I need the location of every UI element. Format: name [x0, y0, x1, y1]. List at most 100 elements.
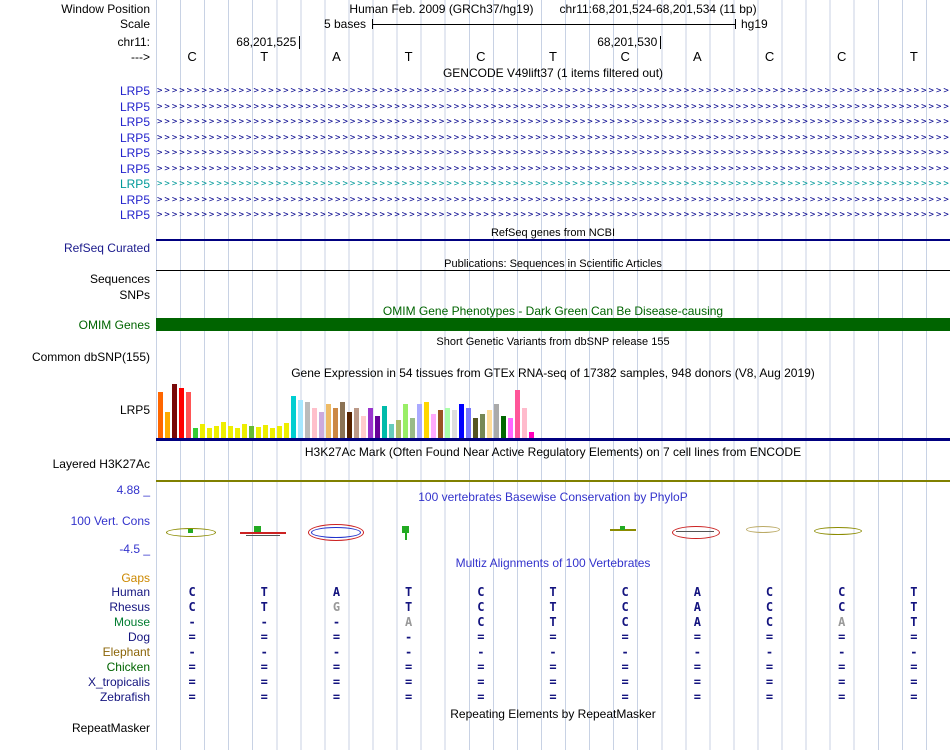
gtex-bar[interactable]	[445, 408, 450, 438]
gtex-bar[interactable]	[172, 384, 177, 438]
gencode-track-label[interactable]: LRP5	[119, 177, 150, 191]
gencode-track-label[interactable]: LRP5	[119, 161, 150, 176]
ruler-tick	[299, 36, 301, 49]
gtex-bar[interactable]	[270, 428, 275, 438]
gtex-bar[interactable]	[193, 428, 198, 438]
gtex-bar[interactable]	[431, 414, 436, 438]
refseq-curated-label[interactable]: RefSeq Curated	[63, 241, 150, 255]
gtex-bar[interactable]	[235, 428, 240, 438]
multiz-base: C	[477, 615, 485, 629]
gtex-bar[interactable]	[508, 418, 513, 438]
gene-item[interactable]: >>>>>>>>>>>>>>>>>>>>>>>>>>>>>>>>>>>>>>>>…	[157, 163, 949, 174]
multiz-species-label[interactable]: Chicken	[106, 660, 150, 674]
gtex-bar[interactable]	[277, 426, 282, 438]
multiz-species-label[interactable]: Dog	[127, 630, 150, 644]
gtex-bar[interactable]	[298, 400, 303, 438]
snps-track-label[interactable]: SNPs	[119, 288, 150, 302]
multiz-species-label[interactable]: Elephant	[102, 645, 150, 659]
gtex-bar[interactable]	[214, 426, 219, 438]
gtex-bar[interactable]	[347, 412, 352, 438]
gtex-bar[interactable]	[473, 418, 478, 438]
common-dbsnp-track-label[interactable]: Common dbSNP(155)	[31, 350, 150, 364]
gene-item[interactable]: >>>>>>>>>>>>>>>>>>>>>>>>>>>>>>>>>>>>>>>>…	[157, 194, 949, 205]
gtex-bar[interactable]	[382, 406, 387, 438]
gencode-track-label[interactable]: LRP5	[119, 99, 150, 114]
gtex-bar[interactable]	[179, 388, 184, 438]
gtex-bar[interactable]	[494, 404, 499, 438]
multiz-base: =	[549, 660, 557, 674]
gene-item[interactable]: >>>>>>>>>>>>>>>>>>>>>>>>>>>>>>>>>>>>>>>>…	[157, 148, 949, 158]
gene-item[interactable]: >>>>>>>>>>>>>>>>>>>>>>>>>>>>>>>>>>>>>>>>…	[157, 132, 949, 143]
gtex-bar[interactable]	[361, 416, 366, 438]
gtex-bar[interactable]	[284, 423, 289, 438]
gtex-bar[interactable]	[340, 402, 345, 438]
gaps-track-label[interactable]: Gaps	[121, 571, 150, 585]
gtex-bar[interactable]	[459, 404, 464, 438]
gene-item[interactable]: >>>>>>>>>>>>>>>>>>>>>>>>>>>>>>>>>>>>>>>>…	[157, 210, 949, 220]
multiz-base: =	[332, 675, 341, 689]
gtex-bar[interactable]	[256, 427, 261, 438]
gtex-bar[interactable]	[424, 402, 429, 438]
gtex-bar[interactable]	[200, 424, 205, 438]
repeatmasker-track-label[interactable]: RepeatMasker	[71, 721, 150, 735]
gtex-bar[interactable]	[438, 410, 443, 438]
gtex-bar[interactable]	[305, 402, 310, 438]
gtex-bar[interactable]	[522, 408, 527, 438]
gtex-bar[interactable]	[158, 392, 163, 438]
gtex-bar[interactable]	[165, 412, 170, 438]
gtex-bar[interactable]	[207, 428, 212, 438]
gtex-bar[interactable]	[375, 416, 380, 438]
h3k27ac-track-label[interactable]: Layered H3K27Ac	[52, 457, 150, 471]
gtex-bar[interactable]	[333, 408, 338, 438]
gene-item[interactable]: >>>>>>>>>>>>>>>>>>>>>>>>>>>>>>>>>>>>>>>>…	[157, 179, 949, 189]
base-position-gridlines	[156, 0, 950, 750]
sequences-track-label[interactable]: Sequences	[89, 272, 150, 286]
gtex-bar[interactable]	[312, 408, 317, 438]
gencode-track-label[interactable]: LRP5	[119, 192, 150, 207]
gtex-bar[interactable]	[242, 424, 247, 438]
multiz-species-label[interactable]: Human	[111, 585, 150, 599]
gtex-bar[interactable]	[529, 432, 534, 438]
gencode-track-label[interactable]: LRP5	[119, 84, 150, 98]
gtex-bar[interactable]	[228, 426, 233, 438]
omim-genes-track-label[interactable]: OMIM Genes	[78, 318, 150, 332]
gtex-bar[interactable]	[480, 414, 485, 438]
gtex-bar[interactable]	[396, 420, 401, 438]
refseq-curated-item[interactable]	[156, 239, 950, 241]
gtex-bar[interactable]	[501, 416, 506, 438]
gtex-gene-label[interactable]: LRP5	[119, 403, 150, 417]
gtex-bar[interactable]	[403, 404, 408, 438]
gencode-track-label[interactable]: LRP5	[119, 115, 150, 129]
multiz-species-label[interactable]: Mouse	[113, 615, 150, 629]
gtex-bar[interactable]	[487, 410, 492, 438]
multiz-species-label[interactable]: Zebrafish	[99, 690, 150, 704]
gene-item[interactable]: >>>>>>>>>>>>>>>>>>>>>>>>>>>>>>>>>>>>>>>>…	[157, 86, 949, 96]
gtex-bar[interactable]	[221, 422, 226, 438]
gtex-bar[interactable]	[326, 404, 331, 438]
multiz-base: -	[693, 645, 701, 659]
gene-item[interactable]: >>>>>>>>>>>>>>>>>>>>>>>>>>>>>>>>>>>>>>>>…	[157, 101, 949, 112]
multiz-base: =	[910, 690, 918, 704]
gtex-bar[interactable]	[249, 426, 254, 438]
gtex-bar[interactable]	[354, 408, 359, 438]
gene-item[interactable]: >>>>>>>>>>>>>>>>>>>>>>>>>>>>>>>>>>>>>>>>…	[157, 117, 949, 127]
omim-gene-bar[interactable]	[156, 318, 950, 331]
gtex-bar[interactable]	[410, 418, 415, 438]
gtex-bar[interactable]	[291, 396, 296, 438]
gencode-track-label[interactable]: LRP5	[119, 130, 150, 145]
multiz-species-label[interactable]: Rhesus	[109, 600, 150, 614]
gencode-track-label[interactable]: LRP5	[119, 146, 150, 160]
gtex-bar[interactable]	[186, 392, 191, 438]
gtex-bar[interactable]	[417, 404, 422, 438]
gtex-bar[interactable]	[263, 425, 268, 438]
gtex-bar[interactable]	[368, 408, 373, 438]
gtex-bar[interactable]	[389, 424, 394, 438]
gtex-bar[interactable]	[466, 408, 471, 438]
publications-item[interactable]	[156, 270, 950, 271]
gtex-bar[interactable]	[515, 390, 520, 438]
gencode-track-label[interactable]: LRP5	[119, 208, 150, 222]
conservation-track-label[interactable]: 100 Vert. Cons	[70, 514, 150, 528]
gtex-bar[interactable]	[319, 412, 324, 438]
gtex-bar[interactable]	[452, 410, 457, 438]
multiz-species-label[interactable]: X_tropicalis	[87, 675, 150, 689]
